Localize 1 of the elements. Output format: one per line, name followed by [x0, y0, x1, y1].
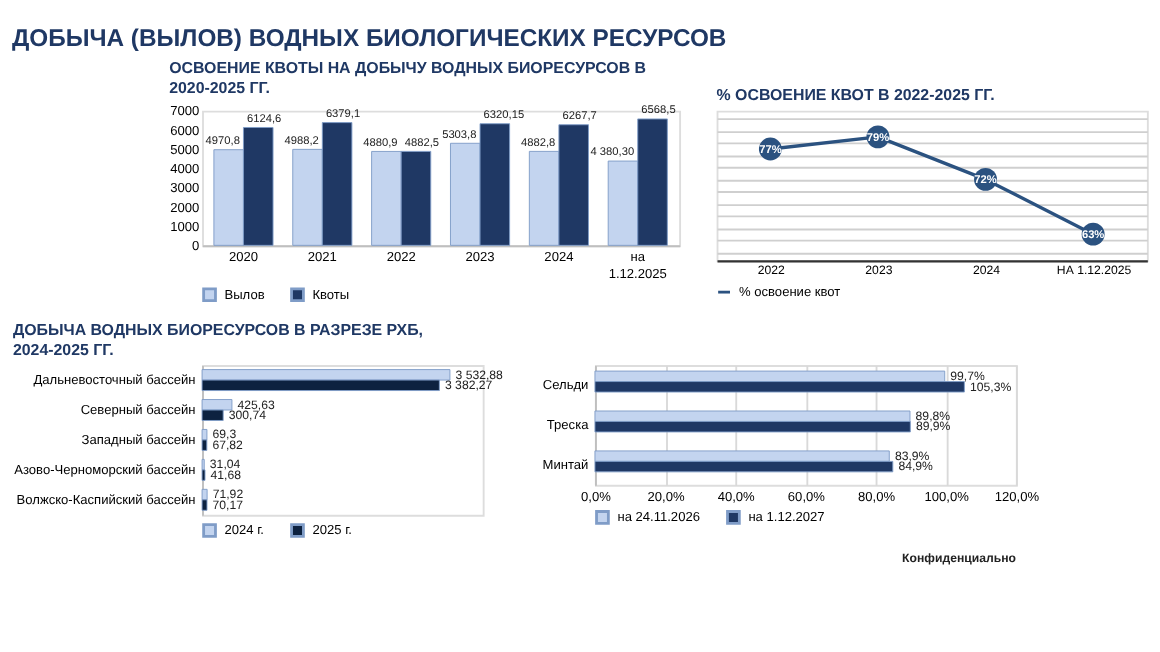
chart-title: ДОБЫЧА (ВЫЛОВ) ВОДНЫХ БИОЛОГИЧЕСКИХ РЕСУРСОВ: [11, 24, 727, 53]
